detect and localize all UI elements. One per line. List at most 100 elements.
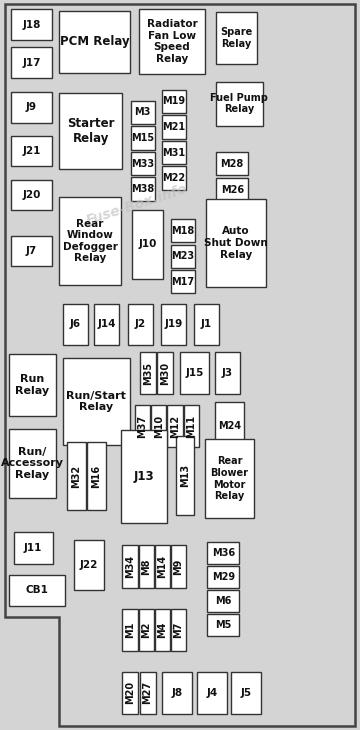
- FancyBboxPatch shape: [74, 540, 104, 590]
- FancyBboxPatch shape: [157, 352, 173, 394]
- Text: M16: M16: [91, 464, 101, 488]
- FancyBboxPatch shape: [231, 672, 261, 714]
- FancyBboxPatch shape: [94, 304, 119, 345]
- Text: M5: M5: [215, 620, 231, 630]
- FancyBboxPatch shape: [128, 304, 153, 345]
- FancyBboxPatch shape: [9, 575, 65, 606]
- FancyBboxPatch shape: [161, 304, 186, 345]
- Text: J15: J15: [185, 368, 204, 378]
- FancyBboxPatch shape: [135, 405, 150, 447]
- FancyBboxPatch shape: [155, 609, 170, 651]
- Text: M7: M7: [174, 622, 184, 638]
- FancyBboxPatch shape: [162, 141, 186, 164]
- Text: J1: J1: [201, 320, 212, 329]
- FancyBboxPatch shape: [171, 270, 195, 293]
- Text: J18: J18: [22, 20, 41, 30]
- FancyBboxPatch shape: [171, 609, 186, 651]
- FancyBboxPatch shape: [67, 442, 86, 510]
- FancyBboxPatch shape: [207, 590, 239, 612]
- Text: M30: M30: [160, 361, 170, 385]
- Text: M10: M10: [154, 415, 164, 438]
- FancyBboxPatch shape: [206, 199, 266, 287]
- FancyBboxPatch shape: [162, 166, 186, 190]
- FancyBboxPatch shape: [11, 180, 52, 210]
- FancyBboxPatch shape: [9, 354, 56, 416]
- Text: M18: M18: [171, 226, 195, 236]
- Text: M36: M36: [212, 548, 235, 558]
- FancyBboxPatch shape: [63, 358, 130, 445]
- Text: J10: J10: [139, 239, 157, 249]
- Text: J19: J19: [165, 320, 183, 329]
- Text: M24: M24: [218, 421, 241, 431]
- Text: Fuse-Box.info: Fuse-Box.info: [84, 181, 189, 228]
- FancyBboxPatch shape: [11, 47, 52, 78]
- Text: Auto
Shut Down
Relay: Auto Shut Down Relay: [204, 226, 268, 260]
- FancyBboxPatch shape: [131, 126, 155, 150]
- Text: J21: J21: [22, 146, 41, 156]
- Text: J13: J13: [134, 470, 154, 483]
- Text: M33: M33: [131, 158, 154, 169]
- Text: M9: M9: [174, 558, 184, 575]
- FancyBboxPatch shape: [140, 352, 156, 394]
- FancyBboxPatch shape: [11, 136, 52, 166]
- Text: M17: M17: [171, 277, 195, 287]
- FancyBboxPatch shape: [131, 152, 155, 175]
- FancyBboxPatch shape: [139, 609, 154, 651]
- FancyBboxPatch shape: [87, 442, 106, 510]
- FancyBboxPatch shape: [197, 672, 227, 714]
- FancyBboxPatch shape: [216, 152, 248, 175]
- Text: J8: J8: [171, 688, 182, 698]
- FancyBboxPatch shape: [122, 609, 138, 651]
- Polygon shape: [5, 4, 355, 726]
- FancyBboxPatch shape: [14, 532, 53, 564]
- FancyBboxPatch shape: [11, 9, 52, 40]
- FancyBboxPatch shape: [207, 614, 239, 636]
- FancyBboxPatch shape: [139, 545, 154, 588]
- FancyBboxPatch shape: [162, 672, 192, 714]
- Text: CB1: CB1: [26, 585, 48, 595]
- Text: M12: M12: [170, 415, 180, 438]
- Text: Starter
Relay: Starter Relay: [67, 117, 114, 145]
- Text: J2: J2: [135, 320, 146, 329]
- Text: Run/Start
Relay: Run/Start Relay: [66, 391, 126, 412]
- FancyBboxPatch shape: [151, 405, 166, 447]
- Text: J22: J22: [80, 560, 98, 570]
- Text: J7: J7: [26, 246, 37, 256]
- Text: M29: M29: [212, 572, 235, 582]
- FancyBboxPatch shape: [167, 405, 183, 447]
- Text: M21: M21: [162, 122, 186, 132]
- FancyBboxPatch shape: [122, 672, 138, 714]
- Text: M20: M20: [125, 681, 135, 704]
- Text: M32: M32: [71, 464, 81, 488]
- FancyBboxPatch shape: [155, 545, 170, 588]
- Text: M28: M28: [221, 158, 244, 169]
- FancyBboxPatch shape: [207, 542, 239, 564]
- Text: M4: M4: [157, 622, 167, 638]
- Text: Rear
Window
Defogger
Relay: Rear Window Defogger Relay: [63, 218, 117, 264]
- FancyBboxPatch shape: [216, 12, 257, 64]
- FancyBboxPatch shape: [11, 92, 52, 123]
- FancyBboxPatch shape: [194, 304, 219, 345]
- Text: M38: M38: [131, 184, 154, 194]
- FancyBboxPatch shape: [63, 304, 88, 345]
- Text: M15: M15: [131, 133, 154, 143]
- FancyBboxPatch shape: [59, 11, 130, 73]
- Text: M14: M14: [157, 555, 167, 578]
- Text: J4: J4: [206, 688, 218, 698]
- FancyBboxPatch shape: [184, 405, 199, 447]
- Text: M22: M22: [162, 173, 186, 183]
- Text: M2: M2: [141, 622, 151, 638]
- Text: J11: J11: [24, 543, 42, 553]
- FancyBboxPatch shape: [132, 210, 163, 279]
- FancyBboxPatch shape: [139, 9, 205, 74]
- FancyBboxPatch shape: [171, 545, 186, 588]
- Text: Radiator
Fan Low
Speed
Relay: Radiator Fan Low Speed Relay: [147, 19, 197, 64]
- Text: J5: J5: [241, 688, 252, 698]
- Text: J6: J6: [70, 320, 81, 329]
- Text: J14: J14: [97, 320, 116, 329]
- FancyBboxPatch shape: [216, 178, 248, 201]
- Text: M34: M34: [125, 555, 135, 578]
- Text: M3: M3: [135, 107, 151, 118]
- FancyBboxPatch shape: [215, 352, 240, 394]
- Text: M11: M11: [186, 415, 196, 438]
